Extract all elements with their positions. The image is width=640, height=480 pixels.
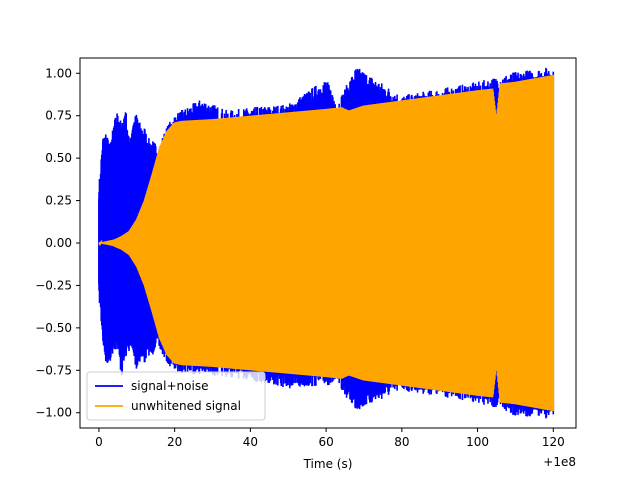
y-tick-label: −0.75 [35,363,72,377]
y-tick-label: 0.75 [45,109,72,123]
legend-label: signal+noise [131,379,208,393]
x-tick-label: 120 [542,435,565,449]
legend: signal+noise unwhitened signal [86,371,266,421]
x-axis: 0 20 40 60 80 100 120 [95,428,565,449]
x-tick-label: 60 [318,435,333,449]
y-tick-label: 0.00 [45,236,72,250]
y-tick-label: 0.25 [45,194,72,208]
series-layer [98,67,555,419]
x-axis-offset-label: +1e8 [543,455,576,469]
y-axis: 1.00 0.75 0.50 0.25 0.00 −0.25 −0.50 −0.75 −1.00 [35,66,80,420]
y-tick-label: 1.00 [45,66,72,80]
series-unwhitened-signal-trace [98,74,555,412]
y-tick-label: −0.50 [35,321,72,335]
x-tick-label: 40 [243,435,258,449]
legend-label: unwhitened signal [131,399,241,413]
y-tick-label: −0.25 [35,278,72,292]
x-tick-label: 20 [167,435,182,449]
x-tick-label: 0 [95,435,103,449]
legend-box [86,371,266,421]
x-axis-label: Time (s) [303,457,353,471]
x-tick-label: 100 [466,435,489,449]
y-tick-label: −1.00 [35,406,72,420]
y-tick-label: 0.50 [45,151,72,165]
x-tick-label: 80 [394,435,409,449]
